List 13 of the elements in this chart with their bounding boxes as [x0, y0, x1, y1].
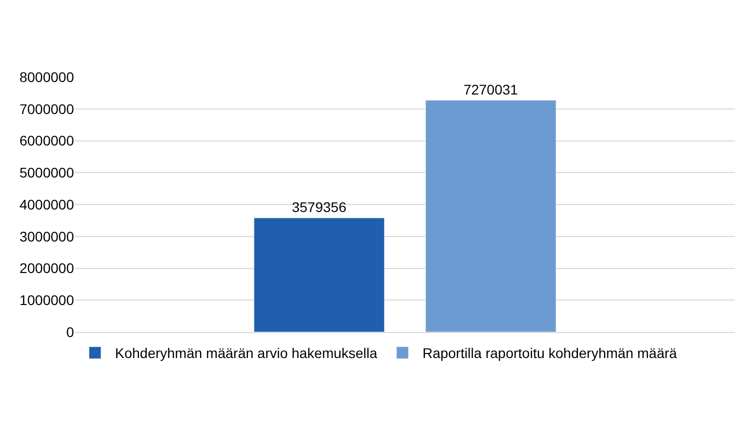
data-label: 3579356 — [292, 198, 347, 215]
y-tick-label: 8000000 — [19, 68, 74, 85]
y-tick-label: 0 — [66, 324, 74, 340]
y-tick-label: 2000000 — [19, 260, 74, 276]
y-tick-label: 3000000 — [19, 228, 74, 244]
legend-label: Kohderyhmän määrän arvio hakemuksella — [115, 345, 378, 362]
y-tick-label: 1000000 — [19, 292, 74, 308]
data-label: 7270031 — [463, 81, 518, 98]
y-tick-label: 6000000 — [19, 132, 74, 149]
y-tick-label: 7000000 — [19, 100, 74, 117]
y-tick-label: 5000000 — [19, 164, 74, 181]
y-tick-label: 4000000 — [19, 196, 74, 212]
legend-label: Raportilla raportoitu kohderyhmän määrä — [422, 345, 678, 362]
